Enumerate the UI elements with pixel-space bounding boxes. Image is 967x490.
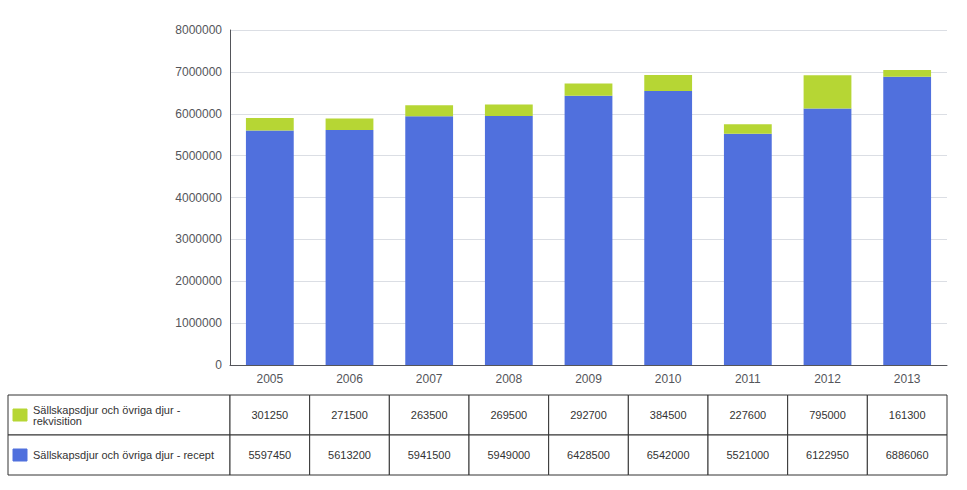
svg-text:6428500: 6428500 (567, 449, 610, 461)
svg-text:7000000: 7000000 (175, 65, 222, 79)
svg-text:6000000: 6000000 (175, 107, 222, 121)
svg-text:161300: 161300 (889, 409, 926, 421)
svg-text:6122950: 6122950 (806, 449, 849, 461)
svg-text:0: 0 (215, 358, 222, 372)
svg-text:5941500: 5941500 (408, 449, 451, 461)
svg-text:2012: 2012 (814, 372, 841, 386)
svg-text:1000000: 1000000 (175, 316, 222, 330)
svg-text:5521000: 5521000 (726, 449, 769, 461)
svg-text:5949000: 5949000 (487, 449, 530, 461)
svg-text:4000000: 4000000 (175, 191, 222, 205)
svg-text:292700: 292700 (570, 409, 607, 421)
svg-text:2007: 2007 (416, 372, 443, 386)
svg-text:269500: 269500 (490, 409, 527, 421)
svg-text:Sällskapsdjur och övriga djur: Sällskapsdjur och övriga djur - recept (33, 449, 214, 461)
svg-text:2010: 2010 (655, 372, 682, 386)
svg-text:384500: 384500 (650, 409, 687, 421)
svg-text:2013: 2013 (894, 372, 921, 386)
svg-text:301250: 301250 (251, 409, 288, 421)
svg-text:2009: 2009 (575, 372, 602, 386)
svg-text:6542000: 6542000 (647, 449, 690, 461)
svg-text:8000000: 8000000 (175, 23, 222, 37)
svg-text:271500: 271500 (331, 409, 368, 421)
svg-text:2000000: 2000000 (175, 274, 222, 288)
svg-text:263500: 263500 (411, 409, 448, 421)
svg-text:Sällskapsdjur och övriga djur: Sällskapsdjur och övriga djur - (33, 403, 181, 416)
svg-text:5597450: 5597450 (248, 449, 291, 461)
svg-text:2008: 2008 (495, 372, 522, 386)
svg-text:795000: 795000 (809, 409, 846, 421)
svg-text:3000000: 3000000 (175, 232, 222, 246)
svg-text:6886060: 6886060 (886, 449, 929, 461)
svg-text:2005: 2005 (256, 372, 283, 386)
svg-text:rekvisition: rekvisition (33, 415, 82, 427)
svg-text:2006: 2006 (336, 372, 363, 386)
svg-text:5000000: 5000000 (175, 149, 222, 163)
svg-text:2011: 2011 (735, 372, 761, 386)
svg-text:5613200: 5613200 (328, 449, 371, 461)
svg-text:227600: 227600 (729, 409, 766, 421)
